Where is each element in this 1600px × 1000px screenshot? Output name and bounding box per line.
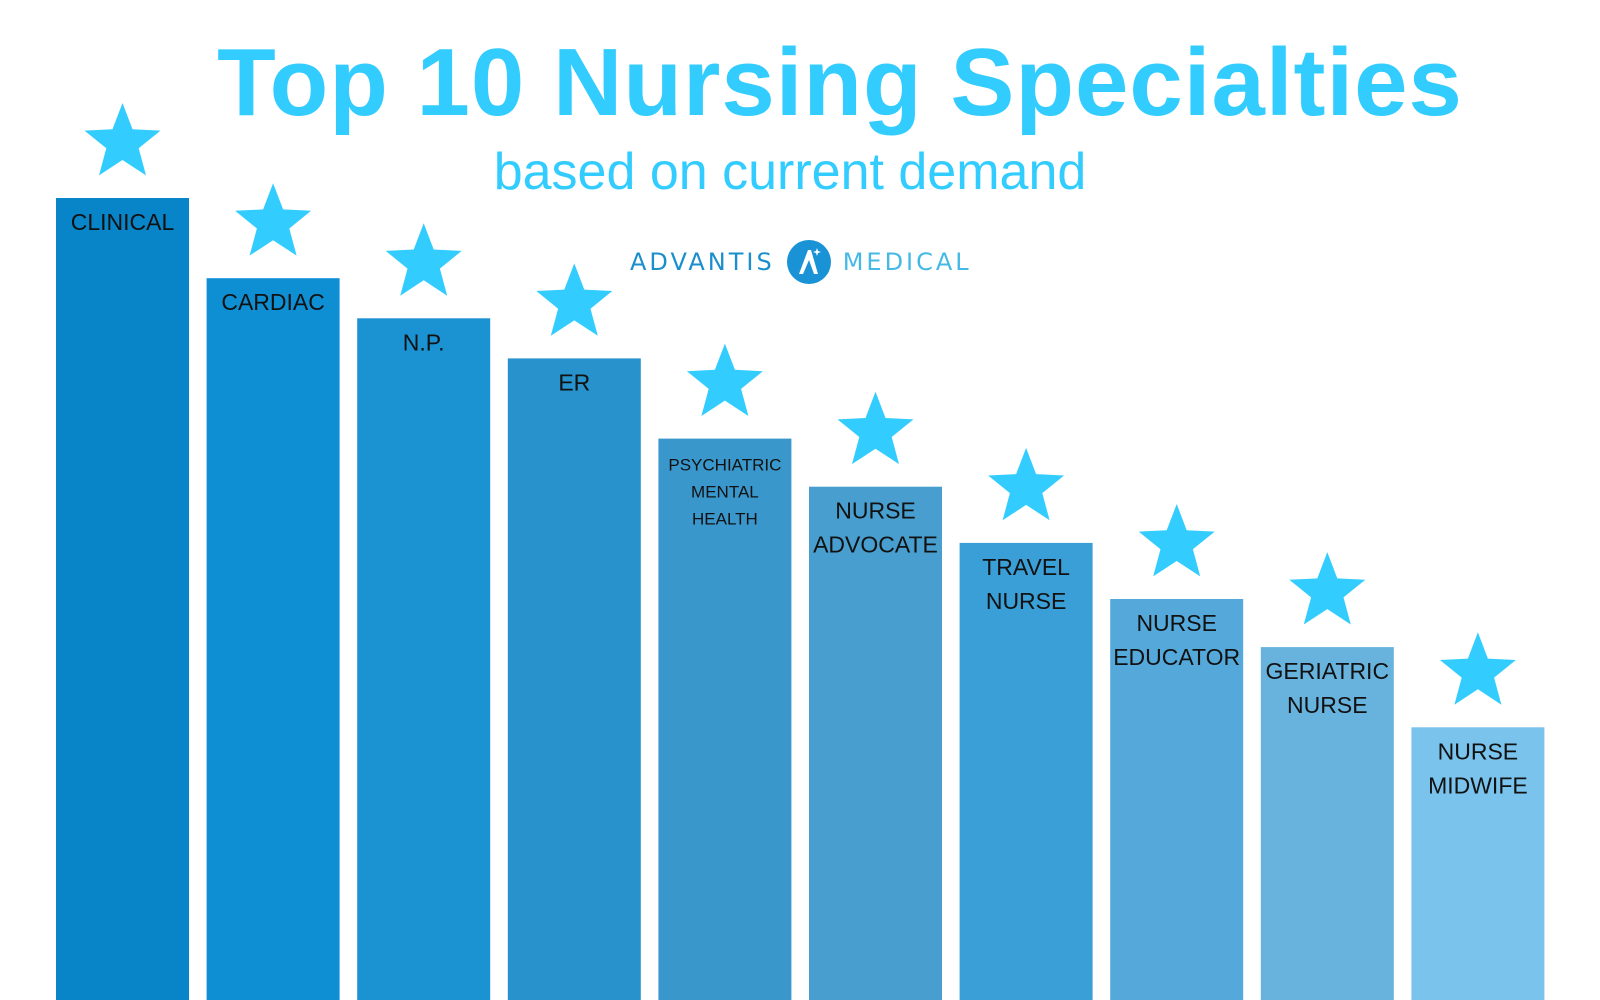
star-icon <box>686 343 763 416</box>
brand-name-right: MEDICAL <box>842 248 972 276</box>
bar-label: NURSE <box>835 498 916 524</box>
bar-label: TRAVEL <box>982 554 1070 580</box>
bar-label: NURSE <box>1438 738 1519 764</box>
chart-title: Top 10 Nursing Specialties <box>217 29 1463 136</box>
star-icon <box>235 183 312 256</box>
bar-8 <box>1110 599 1244 1000</box>
bar-10 <box>1411 727 1545 1000</box>
star-icon <box>84 103 161 176</box>
star-icon <box>536 263 613 336</box>
chart-subtitle: based on current demand <box>493 143 1087 201</box>
bar-label: NURSE <box>986 588 1067 614</box>
bar-6 <box>809 486 942 1000</box>
bar-label: GERIATRIC <box>1266 658 1390 684</box>
bar-label: MENTAL <box>691 483 759 502</box>
bar-3 <box>357 318 491 1000</box>
bar-label: HEALTH <box>692 510 758 529</box>
bar-1 <box>56 198 189 1000</box>
bar-label: NURSE <box>1287 692 1368 718</box>
bar-label: PSYCHIATRIC <box>668 456 781 475</box>
star-icon <box>1439 632 1516 705</box>
bar-9 <box>1260 647 1394 1000</box>
bar-label: MIDWIFE <box>1428 772 1528 798</box>
bar-4 <box>507 358 641 1000</box>
brand-logo-group: ADVANTIS MEDICAL <box>630 232 972 292</box>
bar-label: EDUCATOR <box>1113 644 1240 670</box>
star-icon <box>988 447 1065 521</box>
star-icon <box>1289 552 1366 625</box>
bar-2 <box>206 278 340 1000</box>
bar-label: ER <box>558 369 590 395</box>
bar-label: NURSE <box>1136 610 1217 636</box>
star-icon <box>385 223 462 296</box>
brand-name-left: ADVANTIS <box>630 248 775 276</box>
advantis-a-logo-icon <box>786 240 831 284</box>
bar-label: ADVOCATE <box>813 532 938 558</box>
bar-label: N.P. <box>403 329 445 355</box>
bar-label: CARDIAC <box>221 289 325 315</box>
star-icon <box>1138 504 1215 577</box>
star-icon <box>837 391 914 465</box>
bar-5 <box>658 438 792 1000</box>
bar-7 <box>959 542 1093 1000</box>
bar-label: CLINICAL <box>71 209 175 235</box>
